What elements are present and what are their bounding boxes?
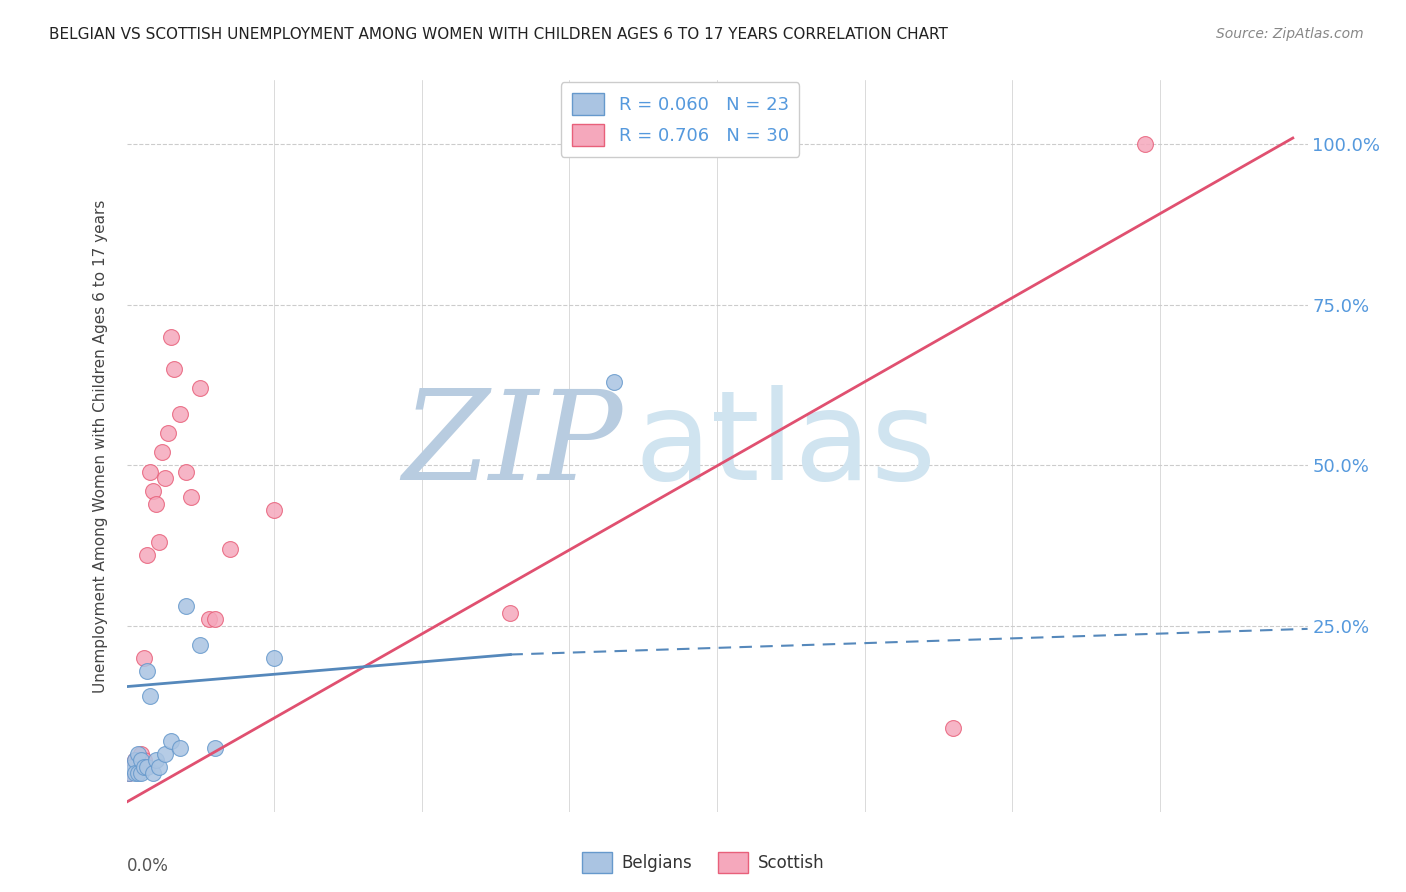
Point (121, 760, 143, 774)
Point (163, 362, 186, 376)
Point (148, 760, 170, 774)
Point (219, 541, 242, 556)
Point (124, 766, 146, 780)
Point (263, 503, 285, 517)
Point (942, 721, 965, 735)
Point (153, 747, 176, 761)
Point (169, 740, 191, 755)
Point (204, 740, 226, 755)
Point (124, 760, 146, 774)
Point (124, 753, 146, 767)
Point (160, 330, 183, 344)
Point (174, 465, 197, 479)
Point (204, 612, 226, 626)
Point (499, 606, 522, 620)
Point (145, 497, 167, 511)
Point (603, 375, 626, 389)
Point (148, 535, 170, 549)
Point (124, 753, 146, 767)
Point (136, 760, 159, 774)
Point (134, 760, 156, 774)
Point (129, 753, 153, 767)
Point (153, 471, 176, 485)
Point (127, 753, 149, 767)
Text: atlas: atlas (634, 385, 936, 507)
Point (136, 548, 159, 562)
Point (129, 766, 153, 780)
Point (136, 664, 159, 678)
Text: Source: ZipAtlas.com: Source: ZipAtlas.com (1216, 27, 1364, 41)
Point (188, 638, 212, 652)
Text: 0.0%: 0.0% (127, 857, 169, 875)
Point (134, 650, 156, 665)
Point (118, 766, 141, 780)
Text: BELGIAN VS SCOTTISH UNEMPLOYMENT AMONG WOMEN WITH CHILDREN AGES 6 TO 17 YEARS CO: BELGIAN VS SCOTTISH UNEMPLOYMENT AMONG W… (49, 27, 948, 42)
Point (142, 483, 165, 498)
Point (139, 690, 162, 704)
Point (198, 612, 221, 626)
Point (1135, 137, 1157, 152)
Point (150, 445, 173, 459)
Point (139, 465, 162, 479)
Point (121, 760, 143, 774)
Y-axis label: Unemployment Among Women with Children Ages 6 to 17 years: Unemployment Among Women with Children A… (93, 199, 108, 693)
Point (263, 650, 285, 665)
Point (118, 766, 141, 780)
Point (180, 491, 202, 505)
Point (174, 599, 197, 614)
Point (156, 426, 179, 441)
Point (188, 381, 212, 395)
Point (145, 753, 167, 767)
Point (142, 766, 165, 780)
Point (160, 734, 183, 748)
Point (134, 753, 156, 767)
Legend: Belgians, Scottish: Belgians, Scottish (575, 846, 831, 880)
Point (129, 760, 153, 774)
Point (169, 407, 191, 421)
Text: ZIP: ZIP (402, 385, 623, 507)
Point (127, 747, 149, 761)
Point (129, 747, 153, 761)
Point (127, 766, 149, 780)
Legend: R = 0.060   N = 23, R = 0.706   N = 30: R = 0.060 N = 23, R = 0.706 N = 30 (561, 82, 800, 157)
